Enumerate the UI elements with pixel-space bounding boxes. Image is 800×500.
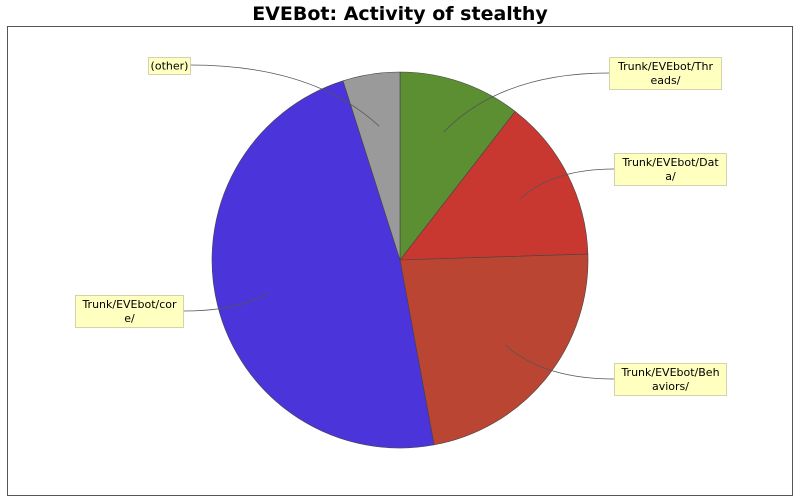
slice-label-text: aviors/	[652, 380, 689, 393]
label-box	[75, 295, 184, 328]
pie-slice	[399, 253, 589, 446]
pie-slices	[211, 71, 589, 449]
slice-label-text: a/	[665, 170, 676, 183]
pie-slice	[399, 71, 516, 261]
pie-slice	[342, 71, 401, 261]
label-box	[614, 153, 727, 186]
slice-label-text: Trunk/EVEbot/cor	[81, 298, 177, 311]
slice-label-text: e/	[124, 312, 135, 325]
label-leader-line	[520, 168, 615, 199]
label-box	[148, 57, 191, 75]
slice-label-text: Trunk/EVEbot/Beh	[620, 366, 719, 379]
pie-slice	[211, 80, 435, 449]
slice-label-text: Trunk/EVEbot/Dat	[621, 156, 719, 169]
slice-label: (other)	[148, 57, 191, 75]
label-leader-line	[189, 64, 380, 127]
label-leader-line	[443, 72, 610, 133]
label-leader-line	[182, 292, 269, 312]
slice-label-text: (other)	[151, 60, 189, 73]
label-box	[609, 57, 722, 90]
slice-label-text: eads/	[651, 74, 681, 87]
pie-labels: Trunk/EVEbot/Threads/Trunk/EVEbot/Data/T…	[75, 57, 727, 396]
label-leader-line	[505, 344, 615, 380]
chart-title: EVEBot: Activity of stealthy	[252, 3, 548, 25]
label-box	[614, 363, 727, 396]
slice-label-text: Trunk/EVEbot/Thr	[617, 60, 713, 73]
